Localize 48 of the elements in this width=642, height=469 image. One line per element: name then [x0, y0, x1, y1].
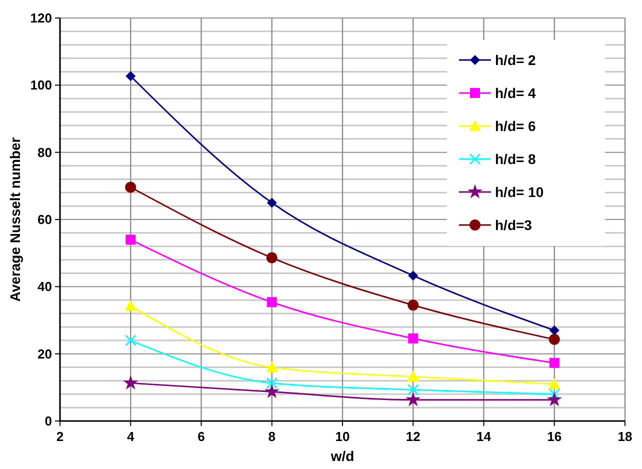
legend-label: h/d= 6	[495, 118, 536, 134]
point	[406, 392, 421, 406]
x-tick-label: 16	[547, 429, 562, 444]
point	[408, 333, 418, 344]
x-tick-label: 18	[618, 429, 632, 444]
point	[125, 182, 136, 193]
point	[266, 361, 278, 372]
legend-label: h/d= 2	[495, 52, 536, 68]
point	[266, 297, 277, 308]
point	[548, 378, 560, 390]
x-tick-label: 2	[56, 429, 64, 444]
legend-label: h/d= 8	[495, 150, 536, 167]
point	[548, 388, 560, 400]
point	[126, 71, 136, 82]
point	[124, 334, 136, 346]
point	[264, 384, 280, 398]
x-tick-label: 14	[476, 429, 492, 444]
y-tick-label: 60	[38, 212, 52, 228]
point	[408, 300, 419, 311]
x-axis-title: w/d	[330, 448, 354, 464]
point	[124, 300, 137, 311]
legend-label: h/d= 10	[495, 184, 544, 200]
point	[407, 384, 419, 396]
point	[549, 358, 560, 368]
y-tick-label: 100	[30, 78, 52, 93]
y-tick-label: 20	[38, 346, 52, 362]
point	[546, 392, 562, 406]
x-tick-label: 12	[406, 429, 420, 444]
point	[126, 234, 136, 245]
point	[266, 252, 278, 264]
point	[548, 334, 560, 345]
legend-label: h/d= 4	[495, 84, 536, 101]
point	[123, 375, 138, 390]
point	[407, 370, 420, 382]
point	[549, 325, 560, 336]
y-tick-label: 0	[44, 414, 52, 429]
x-tick-label: 6	[198, 429, 205, 444]
y-tick-label: 120	[30, 10, 52, 26]
legend-label: h/d=3	[495, 216, 532, 233]
point	[266, 377, 278, 389]
y-tick-label: 40	[38, 279, 52, 294]
x-tick-label: 10	[335, 429, 350, 444]
y-tick-label: 80	[38, 144, 52, 160]
x-tick-label: 8	[268, 429, 276, 444]
x-tick-label: 4	[127, 429, 136, 444]
y-axis-title: Average Nusselt number	[7, 136, 23, 302]
point	[266, 198, 277, 208]
point	[408, 270, 418, 281]
